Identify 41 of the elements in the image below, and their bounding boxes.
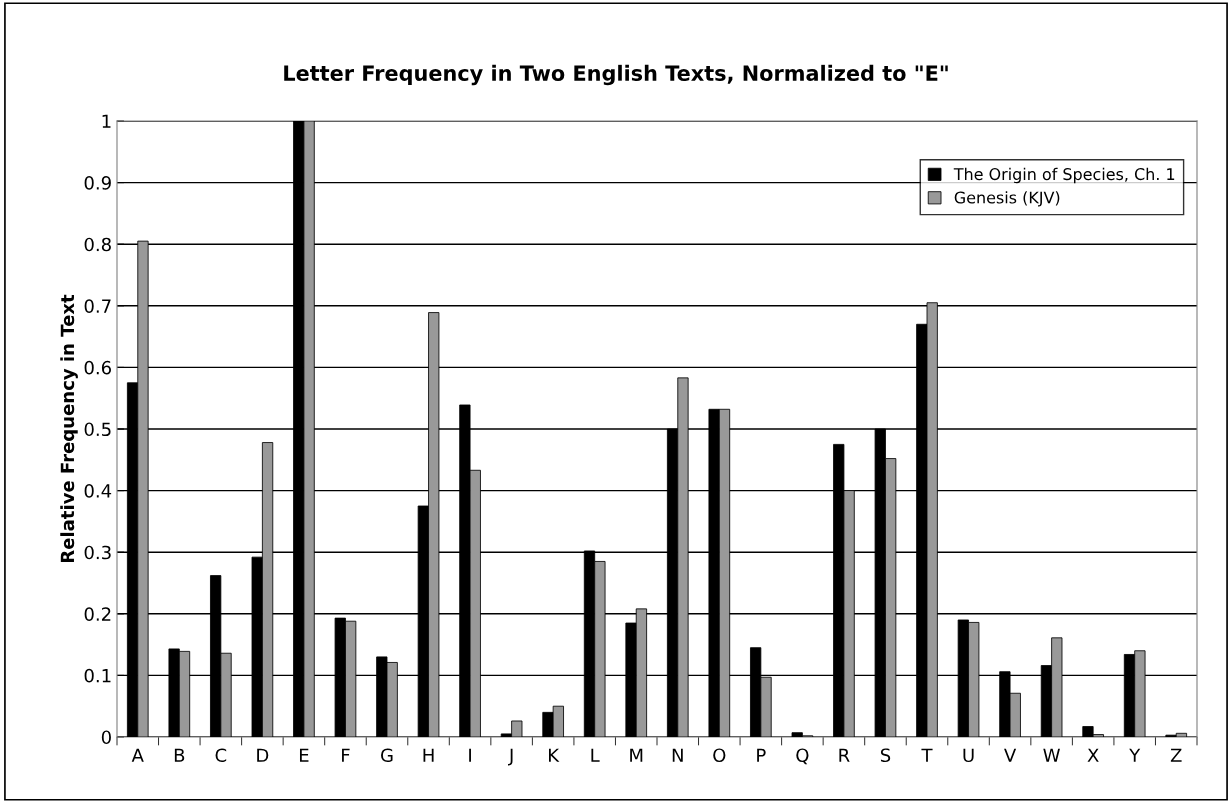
x-tick-label: F — [342, 748, 350, 762]
chart-title: Letter Frequency in Two English Texts, Normalized to "E" — [284, 64, 948, 86]
x-tick-label: L — [591, 748, 600, 762]
x-tick-label: A — [131, 748, 144, 762]
x-tick-label: V — [1004, 748, 1017, 762]
x-tick-label: D — [257, 748, 269, 762]
x-tick-label: O — [713, 748, 726, 763]
x-tick-label: B — [174, 748, 185, 762]
x-tick-label: W — [1043, 748, 1060, 762]
y-tick-label: 0.1 — [84, 668, 111, 683]
y-tick-label: 0.5 — [84, 422, 111, 437]
x-tick-label: Z — [1170, 748, 1182, 762]
y-tick-label: 0.7 — [84, 299, 111, 313]
x-tick-label: M — [630, 748, 643, 762]
x-tick-label: S — [880, 748, 891, 763]
x-tick-label: K — [549, 748, 560, 762]
x-tick-label: J — [508, 748, 513, 766]
y-tick-label: 1 — [102, 114, 111, 128]
x-tick-label: R — [839, 748, 850, 762]
x-tick-label: H — [423, 748, 434, 762]
x-tick-label: T — [921, 748, 933, 762]
x-tick-label: X — [1087, 748, 1099, 762]
x-tick-label: G — [381, 748, 393, 763]
y-axis-title: Relative Frequency in Text — [60, 294, 78, 563]
y-tick-label: 0.6 — [84, 360, 111, 375]
x-tick-label: Q — [796, 748, 809, 765]
legend-label: Genesis (KJV) — [954, 191, 1060, 207]
y-tick-label: 0.9 — [84, 176, 111, 190]
x-tick-label: N — [672, 748, 683, 762]
x-tick-label: U — [963, 748, 974, 763]
x-tick-label: P — [757, 748, 766, 762]
y-tick-label: 0 — [101, 730, 111, 745]
y-tick-label: 0.2 — [84, 607, 111, 621]
legend-label: The Origin of Species, Ch. 1 — [953, 167, 1175, 184]
x-tick-label: C — [215, 748, 227, 763]
y-tick-label: 0.3 — [84, 545, 111, 560]
y-tick-label: 0.4 — [84, 484, 112, 498]
x-tick-label: I — [469, 748, 471, 762]
x-tick-label: E — [299, 748, 309, 762]
y-tick-label: 0.8 — [84, 237, 111, 252]
x-tick-label: Y — [1129, 748, 1141, 762]
